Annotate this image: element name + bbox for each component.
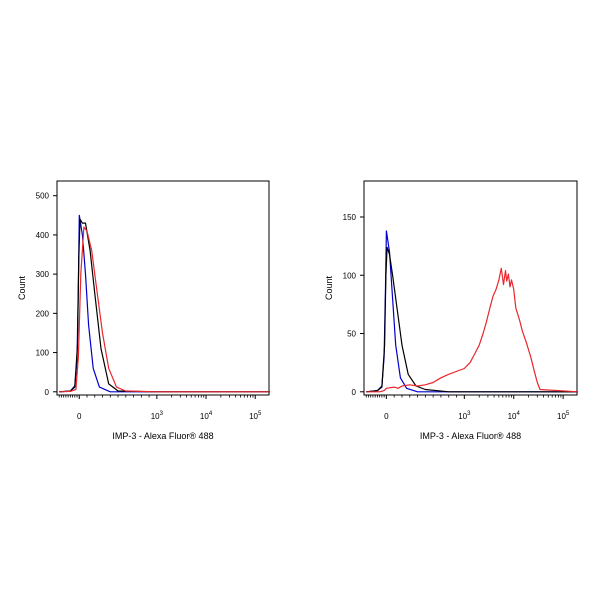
x-tick-label: 105 xyxy=(249,411,262,421)
y-tick-label: 300 xyxy=(36,270,50,279)
x-tick-exponent: 3 xyxy=(467,411,471,417)
y-tick-label: 200 xyxy=(36,309,50,318)
x-tick-label: 103 xyxy=(151,411,164,421)
plot-frame xyxy=(56,180,270,396)
x-tick-exponent: 4 xyxy=(209,411,213,417)
y-tick-label: 100 xyxy=(343,271,357,280)
x-tick-base: 10 xyxy=(249,412,258,421)
x-tick-exponent: 3 xyxy=(160,411,164,417)
histogram-curve-red xyxy=(366,267,579,393)
x-tick-base: 10 xyxy=(458,412,467,421)
x-tick-base: 10 xyxy=(200,412,209,421)
x-tick-exponent: 5 xyxy=(566,411,570,417)
x-tick-label: 0 xyxy=(77,412,82,421)
x-tick-base: 10 xyxy=(151,412,160,421)
histogram-curve-black xyxy=(366,246,578,393)
plot-frame xyxy=(363,180,578,396)
y-tick-label: 0 xyxy=(352,388,357,397)
y-tick-label: 500 xyxy=(36,192,50,201)
x-tick-label: 104 xyxy=(508,411,521,421)
x-tick-label: 103 xyxy=(458,411,471,421)
y-tick-label: 0 xyxy=(45,388,50,397)
y-tick-label: 100 xyxy=(36,349,50,358)
x-tick-base: 0 xyxy=(384,412,389,421)
x-axis-label: IMP-3 - Alexa Fluor® 488 xyxy=(112,431,213,441)
y-axis-label: Count xyxy=(324,276,334,301)
x-tick-exponent: 4 xyxy=(517,411,521,417)
y-axis-label: Count xyxy=(17,276,27,301)
x-tick-base: 10 xyxy=(508,412,517,421)
y-tick-label: 150 xyxy=(343,213,357,222)
x-axis-label: IMP-3 - Alexa Fluor® 488 xyxy=(420,431,521,441)
x-tick-exponent: 5 xyxy=(258,411,262,417)
y-tick-label: 50 xyxy=(347,330,356,339)
x-tick-label: 105 xyxy=(557,411,570,421)
x-tick-label: 0 xyxy=(384,412,389,421)
y-tick-label: 400 xyxy=(36,231,50,240)
histogram-curve-red xyxy=(59,226,270,393)
histogram-curve-blue xyxy=(59,214,270,393)
x-tick-base: 10 xyxy=(557,412,566,421)
histogram-curve-black xyxy=(59,218,270,393)
x-tick-base: 0 xyxy=(77,412,82,421)
x-tick-label: 104 xyxy=(200,411,213,421)
